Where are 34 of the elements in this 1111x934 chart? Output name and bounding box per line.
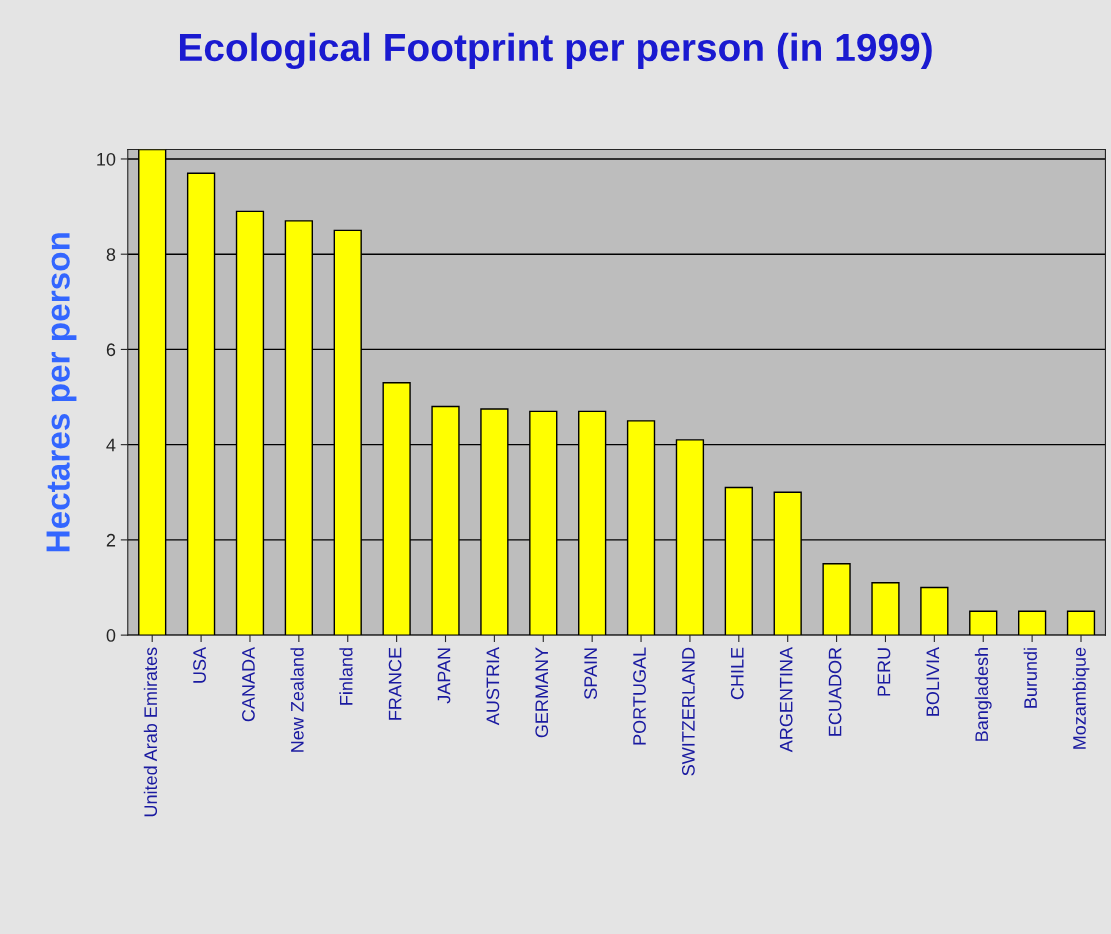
x-tick-label: AUSTRIA [486,646,500,726]
x-tick-label: GERMANY [535,647,549,738]
bar [822,563,851,636]
bar [871,582,900,636]
x-tick-label: FRANCE [388,647,402,720]
x-tick-label: CHILE [730,647,744,700]
x-tick-label: JAPAN [437,648,451,704]
x-tick-label: SPAIN [584,648,598,699]
x-tick-label: ECUADOR [828,647,842,736]
y-tick-label: 10 [97,152,116,166]
x-tick-label: ARGENTINA [779,646,793,753]
x-tick-label: PORTUGAL [633,647,646,745]
bar [1066,610,1096,636]
x-tick-label: SWITZERLAND [681,647,695,776]
x-tick-label: Finland [339,648,353,705]
y-tick-label: 0 [106,629,116,642]
x-tick-label: CANADA [242,646,255,722]
y-tick-label: 6 [106,343,116,357]
x-tick-label: Burundi [1023,648,1037,708]
x-tick-label: PERU [877,648,891,696]
x-tick-label: BOLIVIA [926,646,940,716]
chart-title: Ecological Footprint per person (in 1999) [179,32,932,70]
x-tick-label: USA [193,646,206,683]
bar [969,610,998,636]
x-tick-label: Bangladesh [974,648,992,741]
y-tick-label: 2 [106,533,116,547]
x-tick-label: Mozambique [1072,647,1090,749]
y-tick-label: 8 [106,248,116,261]
y-tick-label: 4 [106,438,116,452]
bar [1017,610,1047,636]
x-tick-label: United Arab Emirates [143,647,158,817]
bar [920,586,949,636]
y-axis-title: Hectares per person [46,233,77,552]
x-tick-label: New Zealand [290,648,304,752]
